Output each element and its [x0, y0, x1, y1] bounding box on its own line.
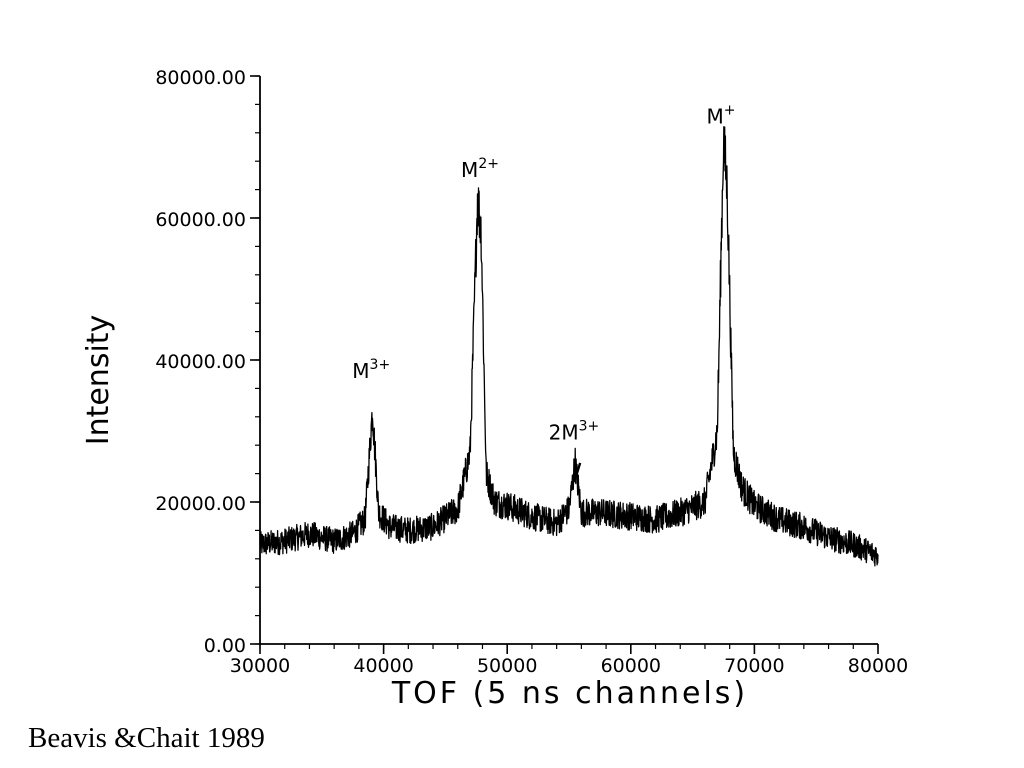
x-tick-label: 50000 — [477, 655, 537, 677]
chart-ticks: 0.00 20000.00 40000.00 60000.00 80000.00 3000… — [155, 67, 908, 677]
x-tick-label: 30000 — [230, 655, 290, 677]
spectrum-trace — [259, 126, 879, 567]
tof-spectrum-chart: 0.00 20000.00 40000.00 60000.00 80000.00 3000… — [81, 67, 908, 711]
y-tick-label: 40000.00 — [155, 351, 246, 373]
peak-label: M+ — [707, 103, 736, 129]
peak-label: M2+ — [461, 156, 499, 182]
y-tick-label: 0.00 — [204, 635, 246, 657]
peak-label: 2M3+ — [549, 419, 600, 445]
y-axis-label: Intensity — [81, 315, 116, 446]
arrow-icon — [574, 462, 582, 480]
y-tick-label: 60000.00 — [155, 209, 246, 231]
x-tick-label: 60000 — [601, 655, 661, 677]
peak-label: M3+ — [352, 357, 390, 383]
y-tick-label: 20000.00 — [155, 493, 246, 515]
chart-annotations: M3+ M2+ 2M3+ M+ — [352, 103, 736, 480]
x-tick-label: 70000 — [724, 655, 784, 677]
x-tick-label: 80000 — [848, 655, 908, 677]
y-tick-label: 80000.00 — [155, 67, 246, 89]
x-axis-label: TOF (5 ns channels) — [391, 676, 748, 711]
x-tick-label: 40000 — [353, 655, 413, 677]
chart-series — [259, 126, 879, 567]
source-caption: Beavis &Chait 1989 — [28, 722, 265, 754]
